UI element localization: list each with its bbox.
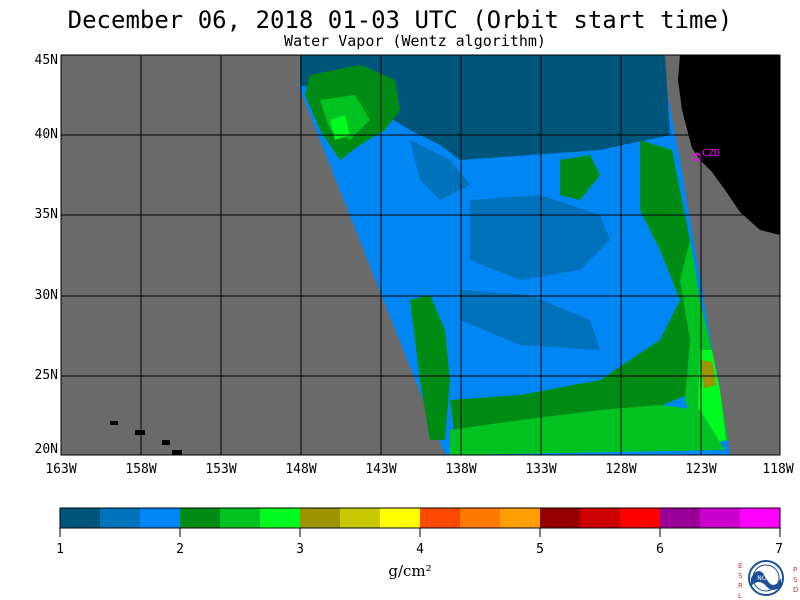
colorbar-cell [740,508,781,528]
colorbar-cell [700,508,741,528]
lon-label-123w: 123W [685,462,717,477]
colorbar-cell [460,508,501,528]
colorbar-tick-6: 6 [656,542,664,557]
colorbar-cell [420,508,461,528]
swath-dark-mid3 [460,290,600,350]
lat-label-20n: 20N [34,442,58,457]
swath-dark-mid1 [410,140,470,200]
colorbar-tick-4: 4 [416,542,424,557]
lat-label-40n: 40N [34,127,58,142]
lon-label-158w: 158W [125,462,157,477]
swath-green-sw [410,295,450,440]
island-maui [162,440,170,445]
swath-green-nw3 [330,115,350,140]
noaa-logo: E S R L P S D NOAA [733,556,799,600]
colorbar-tick-7: 7 [775,542,783,557]
colorbar-tick-3: 3 [296,542,304,557]
swath-green-south [450,405,725,455]
colorbar-cell [540,508,581,528]
colorbar-units: g/cm² [388,562,432,580]
colorbar-cell [260,508,301,528]
island-kauai [110,421,118,425]
colorbar-cell [660,508,701,528]
swath-olive-east [700,360,716,388]
lat-label-25n: 25N [34,368,58,383]
colorbar-cell [580,508,621,528]
map-frame [60,54,781,456]
lon-label-118w: 118W [762,462,794,477]
map-subtitle: Water Vapor (Wentz algorithm) [284,32,546,50]
colorbar-tick-1: 1 [56,542,64,557]
svg-text:NOAA: NOAA [757,575,775,582]
land-california [678,55,780,235]
lon-label-143w: 143W [365,462,397,477]
colorbar-cell [100,508,141,528]
colorbar-cell [340,508,381,528]
colorbar-cell [300,508,341,528]
lon-label-163w: 163W [45,462,77,477]
colorbar-tick-5: 5 [536,542,544,557]
colorbar-cell [220,508,261,528]
colorbar-cell [140,508,181,528]
map-title: December 06, 2018 01-03 UTC (Orbit start… [67,6,733,34]
colorbar-cell [180,508,221,528]
noaa-emblem-icon: NOAA [748,560,784,596]
colorbar-tick-2: 2 [176,542,184,557]
lat-label-45n: 45N [34,53,58,68]
lon-label-138w: 138W [445,462,477,477]
lon-label-148w: 148W [285,462,317,477]
lat-label-30n: 30N [34,288,58,303]
island-oahu [135,430,145,435]
island-hawaii [172,450,182,455]
lat-label-35n: 35N [34,207,58,222]
colorbar-cell [620,508,661,528]
station-label: CZD [702,148,720,159]
lon-label-128w: 128W [605,462,637,477]
lon-label-133w: 133W [525,462,557,477]
colorbar-cell [500,508,541,528]
swath-green-mid [560,155,600,200]
swath-dark-mid2 [470,195,610,280]
lon-label-153w: 153W [205,462,237,477]
colorbar-cell [380,508,421,528]
colorbar-cell [60,508,101,528]
